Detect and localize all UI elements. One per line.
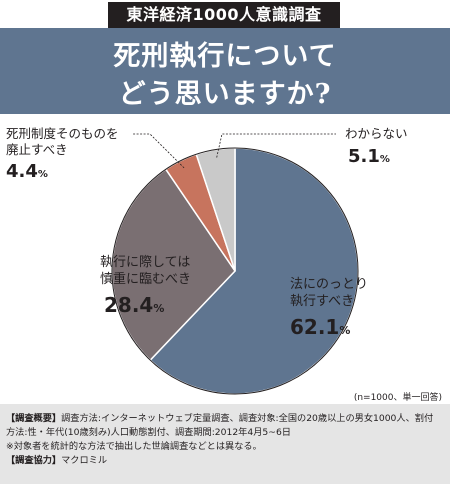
- footnote-text-4: マクロミル: [61, 455, 108, 466]
- footnote-line-4: 【調査協力】マクロミル: [6, 452, 107, 466]
- footnote-line-1: 【調査概要】調査方法:インターネットウェブ定量調査、調査対象:全国の20歳以上の…: [6, 410, 433, 424]
- slice-1-value: 62.1%: [290, 315, 350, 339]
- slice-3-label-line-1: 死刑制度そのものを: [6, 126, 119, 141]
- footnote-heading-cooperation: 【調査協力】: [6, 455, 62, 466]
- slice-2-label-line-2: 慎重に臨むべき: [100, 271, 191, 287]
- footnote-line-3: ※対象者を統計的な方法で抽出した世論調査などとは異なる。: [6, 441, 262, 452]
- page-title-line-1: 死刑執行について: [113, 41, 337, 72]
- slice-2-label-line-1: 執行に際しては: [100, 254, 190, 270]
- survey-badge: 東洋経済1000人意識調査: [108, 2, 340, 28]
- slice-2-value: 28.4%: [104, 293, 164, 317]
- slice-3-label-line-2: 廃止すべき: [6, 142, 68, 157]
- footnote-text-1: 調査方法:インターネットウェブ定量調査、調査対象:全国の20歳以上の男女1000…: [61, 413, 434, 424]
- slice-3-leader-line: [132, 133, 185, 169]
- slice-4-value: 5.1%: [348, 146, 390, 167]
- slice-1-label-line-2: 執行すべき: [290, 293, 354, 309]
- survey-footnote: 【調査概要】調査方法:インターネットウェブ定量調査、調査対象:全国の20歳以上の…: [0, 404, 450, 484]
- page-title-line-2: どう思いますか?: [118, 79, 332, 110]
- slice-4-label-line-1: わからない: [345, 126, 408, 141]
- slice-3-value: 4.4%: [6, 161, 48, 182]
- footnote-line-2: 方法:性・年代(10歳刻み)人口動態割付、調査期間:2012年4月5~6日: [6, 427, 291, 438]
- footnote-heading-overview: 【調査概要】: [6, 413, 62, 424]
- sample-size-note: (n=1000、単一回答): [354, 391, 442, 403]
- title-band: 死刑執行について どう思いますか?: [0, 28, 450, 114]
- pie-outline: [111, 147, 359, 395]
- slice-1-label-line-1: 法にのっとり: [290, 277, 368, 292]
- slice-4-leader-line: [216, 133, 336, 158]
